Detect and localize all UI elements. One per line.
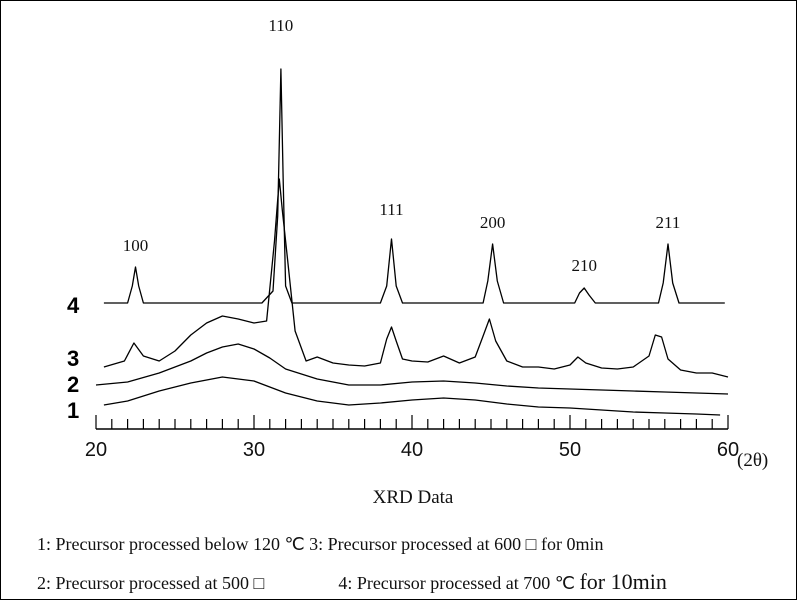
peak-label-110: 110 bbox=[268, 16, 293, 35]
curve-number-labels: 4 321 bbox=[67, 293, 80, 423]
x-tick-label: 40 bbox=[401, 439, 423, 461]
x-tick-label: 60 bbox=[717, 439, 739, 461]
series-line-2 bbox=[95, 343, 729, 395]
curve-label-2: 2 bbox=[67, 372, 79, 397]
series-line-3 bbox=[103, 178, 729, 378]
x-tick-label: 20 bbox=[85, 439, 107, 461]
peak-label-200: 200 bbox=[480, 213, 506, 232]
peak-label-211: 211 bbox=[656, 213, 681, 232]
x-axis-title: XRD Data bbox=[373, 487, 454, 508]
series-line-1 bbox=[103, 376, 721, 416]
x-tick-label: 30 bbox=[243, 439, 265, 461]
legend-item-4-duration: for 10min bbox=[579, 569, 667, 594]
legend-item-2: 2: Precursor processed at 500 □ bbox=[37, 573, 265, 593]
peak-label-111: 111 bbox=[379, 200, 403, 219]
peak-label-210: 210 bbox=[571, 256, 597, 275]
x-axis: 20 30 40 50 60 bbox=[85, 415, 739, 461]
peak-label-100: 100 bbox=[123, 236, 149, 255]
x-tick-label: 50 bbox=[559, 439, 581, 461]
peak-labels: 100 110 111 200 210 211 bbox=[123, 16, 681, 275]
curve-label-1: 1 bbox=[67, 398, 79, 423]
curve-label-3: 3 bbox=[67, 346, 79, 371]
legend-row-2: 2: Precursor processed at 500 □ 4: Precur… bbox=[37, 569, 667, 595]
curves-group bbox=[95, 68, 729, 416]
curve-label-4: 4 bbox=[67, 293, 80, 318]
legend-item-4: 4: Precursor processed at 700 ℃ bbox=[338, 573, 580, 593]
series-line-4 bbox=[103, 68, 725, 304]
legend-row-1: 1: Precursor processed below 120 ℃ 3: Pr… bbox=[37, 534, 604, 554]
x-axis-unit: (2θ) bbox=[737, 450, 768, 471]
